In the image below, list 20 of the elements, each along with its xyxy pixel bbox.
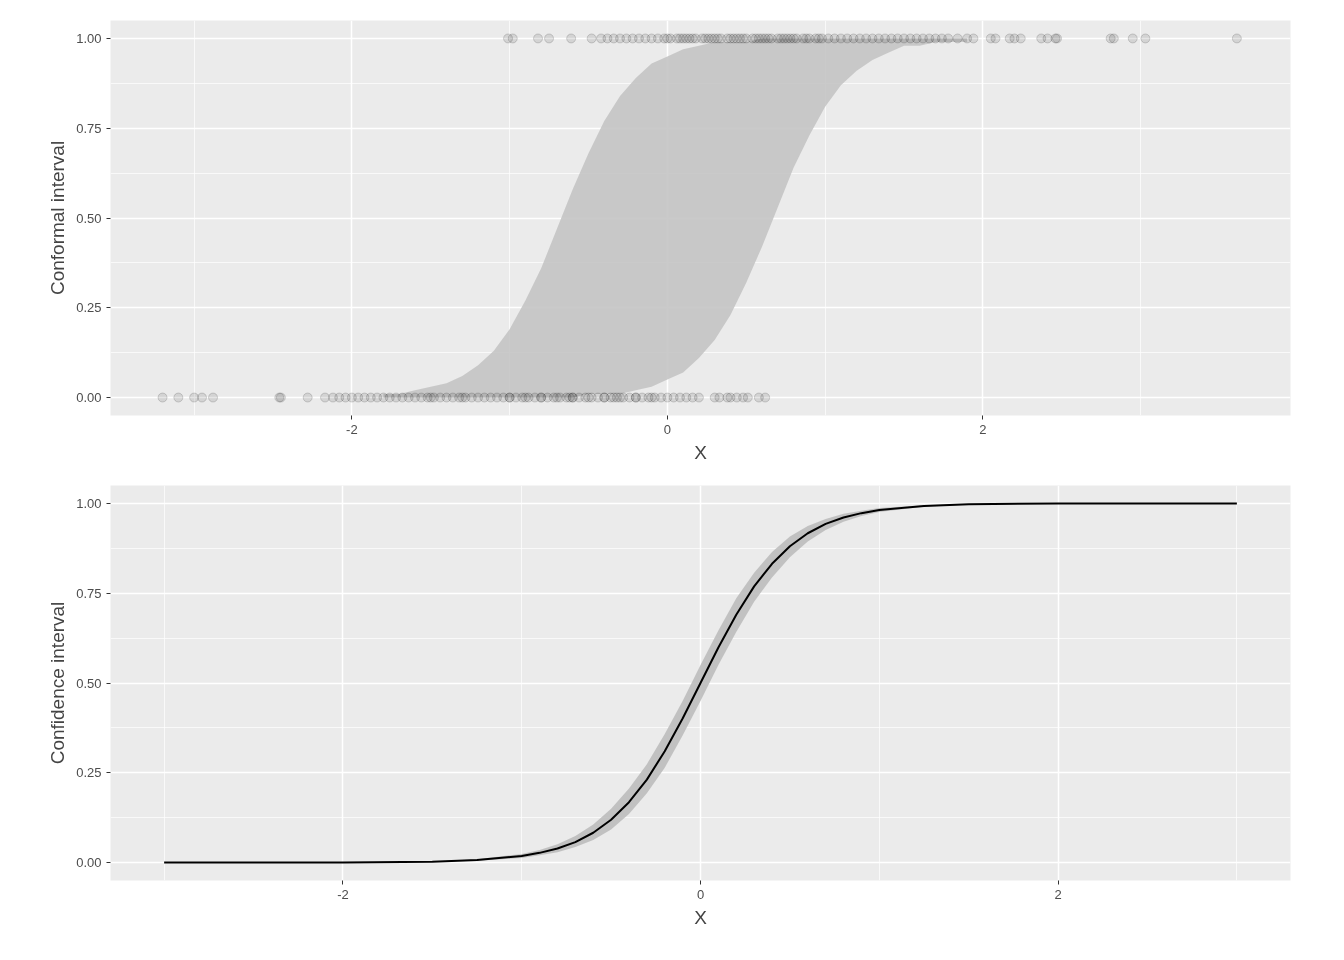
x-tick-label: -2 [337, 886, 349, 902]
y-tick-label: 0.00 [76, 855, 102, 871]
x-tick-label: 2 [979, 421, 987, 437]
y-tick-label: 0.50 [76, 210, 102, 226]
y-axis-title: Confidence interval [47, 601, 69, 765]
x-tick-label: 0 [696, 886, 705, 902]
y-tick-label: 0.75 [76, 585, 102, 601]
y-tick-label: 1.00 [76, 495, 102, 511]
x-tick-label: 2 [1054, 886, 1062, 902]
x-tick-label: 0 [663, 421, 671, 437]
y-axis-title: Conformal interval [47, 140, 69, 296]
y-tick-label: 1.00 [76, 30, 102, 46]
x-axis-title: X [694, 441, 708, 463]
y-tick-label: 0.25 [76, 300, 102, 316]
x-axis-title: X [694, 906, 708, 928]
y-tick-label: 0.25 [76, 765, 102, 781]
x-tick-label: -2 [346, 421, 358, 437]
y-tick-label: 0.75 [76, 120, 102, 136]
y-tick-label: 0.50 [76, 675, 102, 691]
y-tick-label: 0.00 [76, 390, 102, 406]
